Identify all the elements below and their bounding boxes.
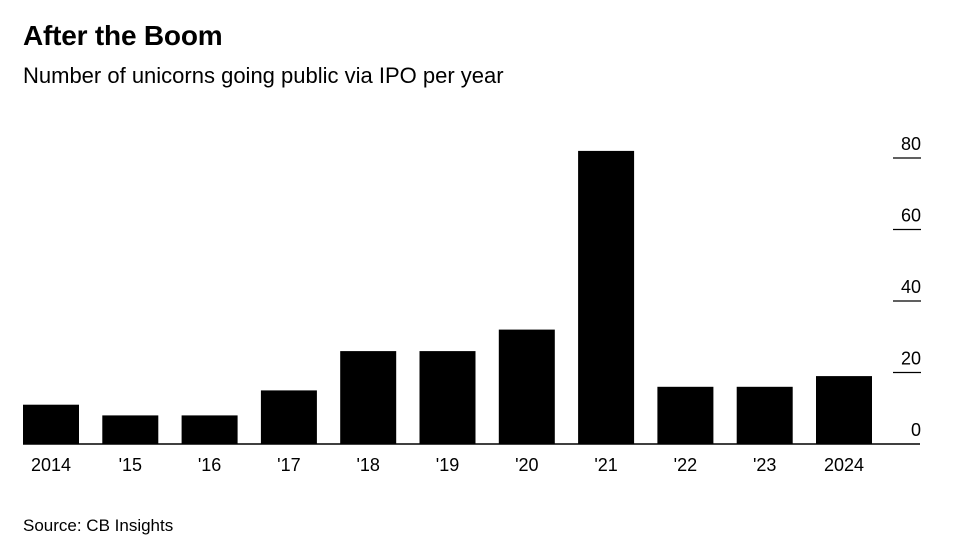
x-tick-label: '18: [356, 455, 379, 475]
y-tick-label: 0: [911, 420, 921, 440]
x-tick-label: '19: [436, 455, 459, 475]
bar-chart: 2014 '15 '16 '17 '18 '19 '20 '21 '22 '23 2024 0 20 4…: [23, 134, 921, 475]
bar-2: [181, 415, 238, 444]
chart-title: After the Boom: [23, 20, 223, 51]
x-axis-labels: 2014 '15 '16 '17 '18 '19 '20 '21 '22 '23 2024: [31, 455, 864, 475]
x-tick-label: 2024: [824, 455, 864, 475]
bar-5: [419, 351, 476, 444]
x-tick-label: '16: [198, 455, 221, 475]
x-tick-label: '22: [674, 455, 697, 475]
x-tick-label: '21: [594, 455, 617, 475]
bar-1: [102, 415, 159, 444]
bar-6: [498, 329, 555, 444]
bar-4: [340, 351, 397, 444]
x-tick-label: 2014: [31, 455, 71, 475]
x-tick-label: '15: [119, 455, 142, 475]
bar-10: [816, 376, 872, 444]
bars-group: [23, 150, 872, 444]
bar-7: [578, 150, 635, 444]
y-tick-label: 80: [901, 134, 921, 154]
y-tick-label: 40: [901, 277, 921, 297]
y-tick-label: 60: [901, 206, 921, 226]
x-tick-label: '23: [753, 455, 776, 475]
x-tick-label: '17: [277, 455, 300, 475]
bar-8: [657, 386, 714, 444]
x-tick-label: '20: [515, 455, 538, 475]
source-note: Source: CB Insights: [23, 516, 174, 535]
y-tick-label: 20: [901, 349, 921, 369]
y-axis-ticks: 0 20 40 60 80: [893, 134, 921, 440]
bar-9: [736, 386, 793, 444]
bar-0: [23, 404, 79, 444]
bar-3: [260, 390, 317, 444]
chart-subtitle: Number of unicorns going public via IPO …: [23, 63, 504, 88]
